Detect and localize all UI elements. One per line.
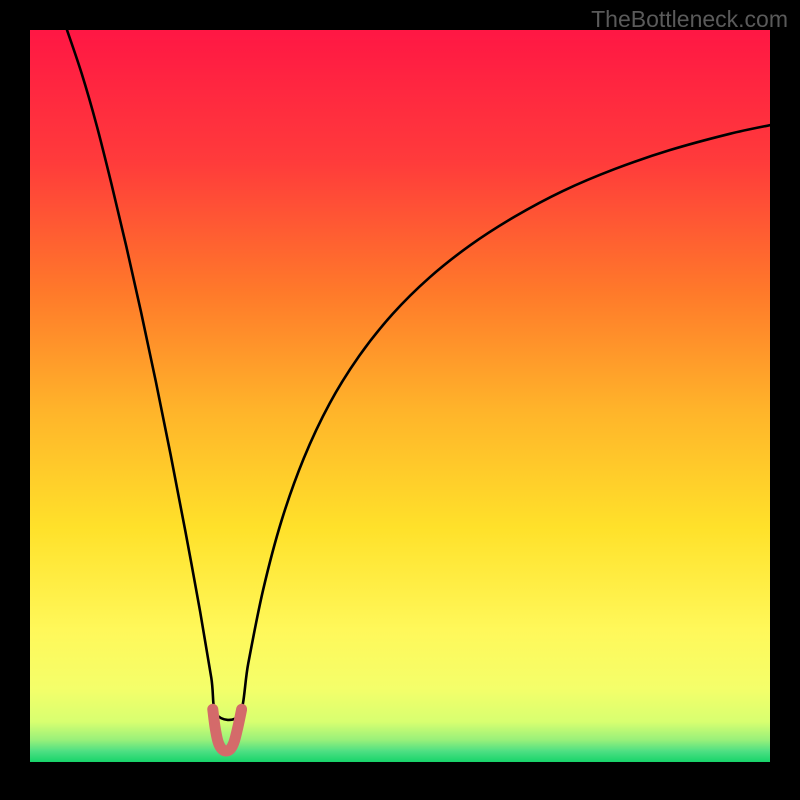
- plot-background-gradient: [30, 30, 770, 762]
- watermark-text: TheBottleneck.com: [591, 6, 788, 33]
- chart-canvas: TheBottleneck.com: [0, 0, 800, 800]
- bottleneck-chart-svg: [0, 0, 800, 800]
